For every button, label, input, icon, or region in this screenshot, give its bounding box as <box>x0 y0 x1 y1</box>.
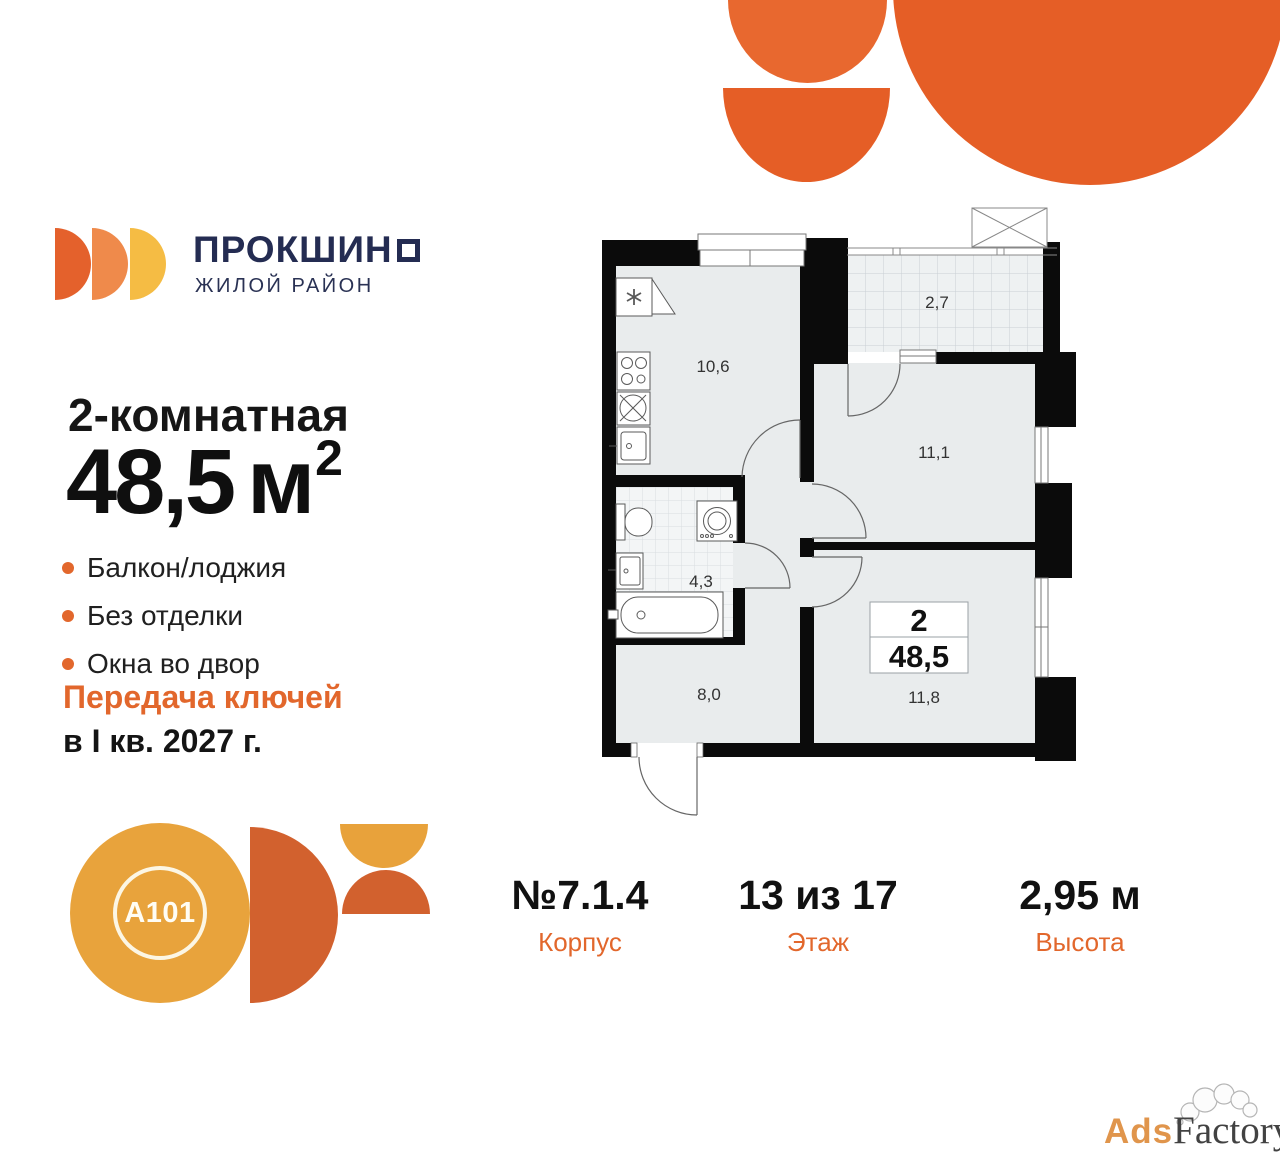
brand-logo: ПРОКШИН ЖИЛОЙ РАЙОН <box>55 227 475 307</box>
bathroom-fixtures <box>607 500 738 639</box>
detail-height-value: 2,95 м <box>1019 872 1141 918</box>
detail-height: 2,95 м Высота <box>950 872 1210 958</box>
logo-crescent-2 <box>92 228 128 300</box>
decor-halfcircle-top <box>728 0 887 83</box>
feature-label: Окна во двор <box>87 648 260 679</box>
brand-square-o-glyph <box>396 238 420 262</box>
detail-height-label: Высота <box>1035 927 1125 957</box>
feature-item: Без отделки <box>62 592 286 640</box>
watermark-factory: Factory <box>1173 1109 1280 1152</box>
detail-building-value: №7.1.4 <box>511 872 649 918</box>
feature-label: Балкон/лоджия <box>87 552 287 583</box>
decor-dome-shape <box>342 870 430 914</box>
feature-label: Без отделки <box>87 600 244 631</box>
detail-floor-value: 13 из 17 <box>738 872 898 918</box>
offer-area: 48,5 м2 <box>66 430 343 535</box>
room-label-kitchen: 10,6 <box>696 357 729 376</box>
detail-floor: 13 из 17 Этаж <box>688 872 948 958</box>
logo-crescent-1 <box>55 228 91 300</box>
apartment-stamp: 2 48,5 <box>869 601 969 674</box>
room-label-hallway: 8,0 <box>697 685 721 704</box>
handover-line-1: Передача ключей <box>63 679 343 715</box>
watermark-cloud-icon <box>1176 1083 1258 1126</box>
room-label-living: 11,1 <box>918 443 950 462</box>
logo-crescent-3 <box>130 228 166 300</box>
plan-windows <box>697 233 1049 678</box>
balcony-railing <box>847 247 1057 256</box>
brand-name: ПРОКШИН <box>193 229 420 271</box>
watermark-ads: Ads <box>1104 1112 1174 1151</box>
decor-d-shape <box>250 827 338 1003</box>
decor-halfcircle-mid <box>723 88 890 182</box>
ac-unit-box <box>971 207 1048 248</box>
feature-item: Окна во двор <box>62 640 286 688</box>
feature-list: Балкон/лоджия Без отделки Окна во двор <box>62 544 286 688</box>
area-value: 48,5 <box>66 431 236 533</box>
detail-building-label: Корпус <box>538 927 622 957</box>
stamp-total-area: 48,5 <box>889 639 949 674</box>
bullet-dot-icon <box>62 562 74 574</box>
room-label-bedroom: 11,8 <box>908 688 940 707</box>
brand-tagline: ЖИЛОЙ РАЙОН <box>195 275 374 297</box>
handover-line-2: в I кв. 2027 г. <box>63 723 262 759</box>
room-label-balcony: 2,7 <box>925 293 949 312</box>
developer-badge: A101 <box>113 866 207 960</box>
floor-plan: 10,6 2,7 11,1 4,3 8,0 11,8 2 48,5 <box>602 207 1076 816</box>
offer-title: 2-комнатная <box>68 389 349 441</box>
decor-bowl-shape <box>340 824 428 868</box>
area-exponent: 2 <box>315 430 343 486</box>
bullet-dot-icon <box>62 658 74 670</box>
stamp-rooms-count: 2 <box>910 603 927 638</box>
room-label-bathroom: 4,3 <box>689 572 713 591</box>
feature-item: Балкон/лоджия <box>62 544 286 592</box>
developer-badge-text: A101 <box>124 896 196 929</box>
room-labels: 10,6 2,7 11,1 4,3 8,0 11,8 <box>689 293 950 707</box>
bullet-dot-icon <box>62 610 74 622</box>
watermark: AdsFactory <box>1104 1108 1280 1153</box>
fridge-icon <box>626 289 642 305</box>
plan-doors <box>630 363 901 816</box>
area-unit: м <box>247 431 316 533</box>
plan-walls <box>602 238 1076 761</box>
decor-big-circle <box>893 0 1280 185</box>
detail-floor-label: Этаж <box>786 927 850 957</box>
brand-name-text: ПРОКШИН <box>193 229 393 270</box>
detail-building: №7.1.4 Корпус <box>450 872 710 958</box>
kitchen-fixtures <box>609 277 676 465</box>
